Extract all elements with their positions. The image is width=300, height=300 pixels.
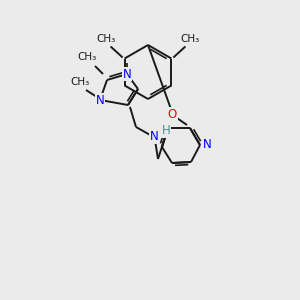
Text: H: H [162, 124, 170, 137]
Text: CH₃: CH₃ [96, 34, 115, 44]
Text: CH₃: CH₃ [77, 52, 97, 62]
Text: N: N [123, 68, 131, 80]
Text: N: N [96, 94, 104, 106]
Text: CH₃: CH₃ [181, 34, 200, 44]
Text: O: O [167, 107, 177, 121]
Text: N: N [150, 130, 158, 143]
Text: CH₃: CH₃ [70, 77, 90, 87]
Text: N: N [202, 139, 211, 152]
